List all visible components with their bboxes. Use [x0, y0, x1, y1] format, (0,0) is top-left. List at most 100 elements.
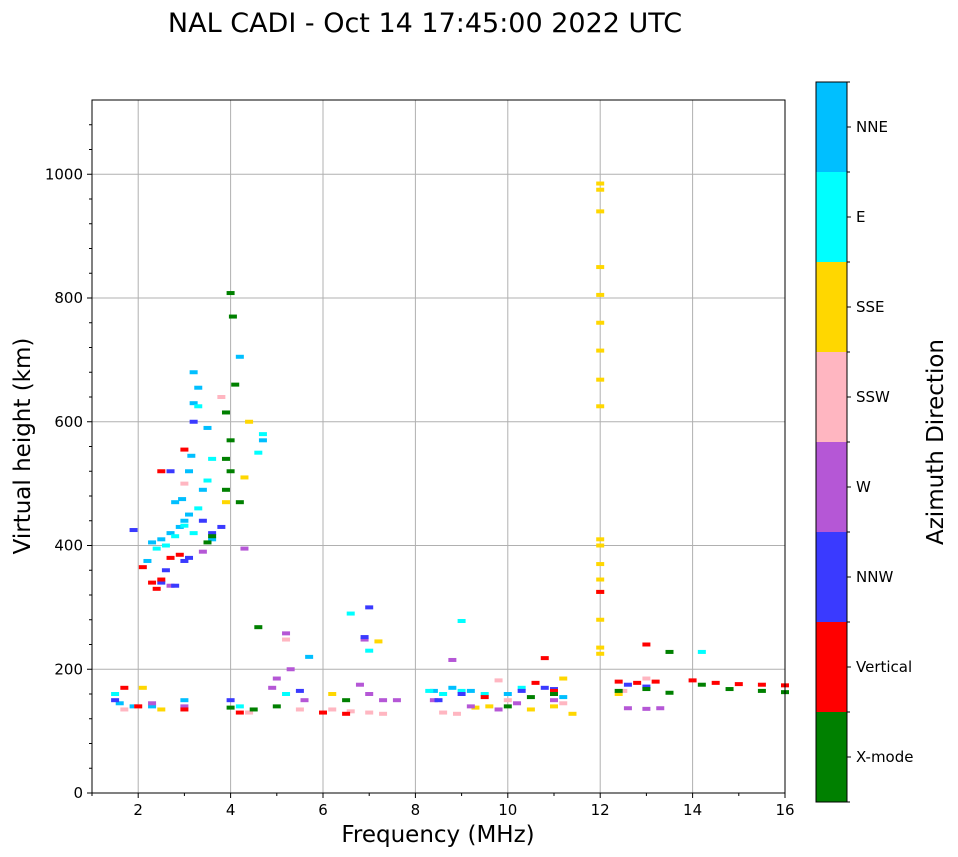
data-point-w [300, 698, 309, 703]
data-point-e [189, 531, 198, 536]
data-point-nnw [540, 685, 549, 690]
data-point-nnw [434, 698, 443, 703]
data-point-nne [143, 558, 152, 563]
data-point-vertical [180, 707, 189, 712]
data-point-sse [596, 577, 605, 582]
data-point-x-mode [235, 500, 244, 505]
data-point-e [203, 478, 212, 483]
plot-area: 2 4 6 8 10 12 14 16 0 200 400 600 800 1000 [45, 99, 795, 819]
data-point-w [623, 706, 632, 711]
data-point-nnw [180, 558, 189, 563]
data-point-ssw [346, 709, 355, 714]
data-point-sse [157, 707, 166, 712]
x-tick-label: 4 [226, 801, 236, 819]
colorbar-segment-nne [816, 82, 847, 172]
data-point-vertical [688, 678, 697, 683]
data-point-vertical [651, 679, 660, 684]
data-point-nnw [517, 688, 526, 693]
data-point-nne [180, 698, 189, 703]
y-tick-label: 600 [54, 413, 83, 431]
data-point-vertical [134, 704, 143, 709]
data-point-ssw [295, 707, 304, 712]
data-point-vertical [319, 710, 327, 715]
data-point-x-mode [272, 704, 281, 709]
data-point-sse [596, 292, 605, 297]
data-point-nne [203, 425, 212, 430]
x-axis-label: Frequency (MHz) [341, 822, 534, 848]
data-point-e [152, 546, 161, 551]
y-tick-label: 1000 [45, 165, 83, 183]
data-point-nnw [360, 635, 369, 640]
x-tick-label: 2 [133, 801, 143, 819]
data-point-nne [466, 688, 475, 693]
data-point-ssw [217, 395, 226, 399]
data-point-nne [157, 537, 166, 542]
grid-lines [92, 100, 786, 794]
data-point-sse [568, 711, 577, 716]
data-point-x-mode [208, 534, 217, 539]
data-point-nne [189, 370, 198, 375]
data-point-e [111, 692, 120, 696]
data-point-vertical [157, 577, 166, 582]
data-point-nnw [166, 469, 175, 474]
data-point-ssw [120, 707, 129, 712]
data-point-nne [448, 685, 457, 690]
data-point-vertical [235, 710, 244, 715]
data-point-x-mode [665, 649, 674, 654]
x-tick-label: 10 [498, 801, 517, 819]
colorbar-segment-sse [816, 262, 847, 352]
data-point-sse [550, 704, 558, 709]
data-point-x-mode [642, 687, 651, 692]
data-point-nne [175, 524, 184, 529]
data-point-sse [596, 377, 605, 382]
data-point-x-mode [526, 695, 535, 700]
data-point-w [268, 685, 277, 690]
data-point-sse [485, 704, 494, 709]
data-point-nne [178, 497, 187, 502]
data-point-vertical [138, 565, 147, 570]
data-point-nnw [185, 555, 194, 560]
data-point-x-mode [757, 688, 766, 693]
data-point-e [161, 543, 170, 548]
data-point-e [480, 692, 489, 696]
data-point-ssw [365, 710, 374, 715]
data-point-nne [189, 401, 198, 406]
data-point-nnw [129, 528, 138, 533]
data-point-ssw [642, 676, 651, 681]
data-point-nne [198, 487, 207, 492]
data-point-nne [194, 385, 203, 390]
data-point-e [194, 506, 203, 511]
colorbar-tick-label: W [856, 478, 871, 496]
data-point-e [258, 432, 267, 437]
data-point-w [392, 698, 401, 703]
data-point-nnw [623, 682, 632, 687]
data-point-e [282, 692, 291, 696]
colorbar-tick-label: SSE [856, 298, 885, 316]
colorbar-label: Azimuth Direction [923, 339, 949, 545]
data-point-w [240, 546, 249, 551]
data-point-sse [596, 562, 605, 567]
data-point-e [235, 704, 244, 709]
data-point-sse [596, 348, 605, 353]
data-point-vertical [157, 469, 166, 474]
data-point-nnw [171, 583, 180, 588]
data-point-w [198, 549, 207, 554]
y-axis-ticks: 0 200 400 600 800 1000 [45, 124, 92, 802]
data-point-e [254, 450, 263, 455]
x-tick-label: 14 [683, 801, 702, 819]
data-point-vertical [480, 695, 489, 700]
data-point-x-mode [254, 625, 263, 630]
data-point-vertical [180, 447, 189, 452]
data-point-sse [596, 265, 605, 270]
data-point-nne [115, 701, 124, 706]
data-point-x-mode [228, 314, 237, 319]
data-point-vertical [614, 679, 623, 684]
data-point-ssw [328, 707, 337, 712]
data-point-w [286, 667, 295, 672]
x-tick-label: 16 [775, 801, 794, 819]
data-point-vertical [166, 555, 175, 560]
data-point-ssw [494, 678, 503, 683]
colorbar-segment-x-mode [816, 712, 847, 802]
data-point-sse [596, 209, 605, 214]
data-point-nne [166, 531, 175, 536]
